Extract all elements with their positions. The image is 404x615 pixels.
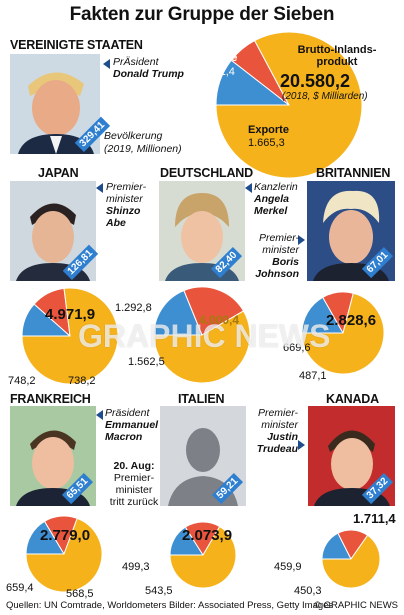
leader-japan: Premier- minister Shinzo Abe — [106, 181, 146, 229]
italy-note-line: minister — [115, 484, 153, 496]
imports-value-japan: 748,2 — [8, 375, 36, 387]
pointer-icon — [96, 410, 103, 420]
gdp-value-italy: 2.073,9 — [182, 527, 233, 544]
leader-france: Präsident Emmanuel Macron — [105, 407, 158, 443]
exports-value-france: 568,5 — [66, 588, 94, 600]
imports-value-canada: 459,9 — [274, 561, 302, 573]
pie-slice-gdp — [321, 534, 381, 589]
gdp-value-usa: 20.580,2 — [280, 71, 351, 91]
pie-chart-canada — [321, 529, 381, 589]
pie-slice-exports — [183, 286, 245, 336]
gdp-value-japan: 4.971,9 — [45, 306, 96, 323]
country-name-italy: ITALIEN — [178, 392, 225, 406]
leader-role: Präsident — [105, 407, 150, 419]
imports-value-italy: 499,3 — [122, 561, 150, 573]
leader-name: Merkel — [254, 205, 288, 217]
pie-chart-japan — [21, 287, 119, 385]
pie-slice-gdp — [169, 525, 237, 589]
exports-value-usa: 1.665,3 — [248, 137, 285, 149]
leader-role: minister — [261, 419, 298, 431]
leader-name: Emmanuel — [105, 419, 159, 431]
gdp-note-usa: (2018, $ Milliarden) — [282, 91, 368, 102]
leader-name: Shinzo — [106, 205, 141, 217]
photo-britain — [307, 181, 395, 281]
italy-note: 20. Aug: Premier- minister tritt zurück — [106, 460, 162, 508]
gdp-value-france: 2.779,0 — [40, 527, 91, 544]
country-name-japan: JAPAN — [38, 166, 79, 180]
leader-name: Donald Trump — [113, 68, 184, 80]
pie-chart-britain — [301, 291, 385, 375]
pie-chart-france — [25, 515, 103, 593]
leader-role: PrÄsident — [113, 56, 159, 68]
exports-value-japan: 738,2 — [68, 375, 96, 387]
leader-role: Premier- — [106, 181, 147, 193]
country-name-usa: VEREINIGTE STAATEN — [10, 38, 143, 52]
leader-name: Trudeau — [256, 443, 298, 455]
page-title: Fakten zur Gruppe der Sieben — [69, 4, 335, 25]
leader-name: Johnson — [255, 268, 299, 280]
imports-value-france: 659,4 — [6, 582, 34, 594]
leader-name: Angela — [254, 193, 290, 205]
pointer-icon — [103, 59, 110, 69]
italy-note-line: tritt zurück — [109, 496, 159, 508]
country-name-germany: DEUTSCHLAND — [160, 166, 253, 180]
leader-name: Justin — [267, 431, 298, 443]
exports-value-britain: 487,1 — [299, 370, 327, 382]
country-name-britain: BRITANNIEN — [316, 166, 391, 180]
imports-value-germany: 1.292,8 — [115, 302, 152, 314]
population-note-usa: Bevölkerung (2019, Millionen) — [104, 130, 182, 156]
pie-slice-gdp — [301, 292, 385, 375]
imports-value-usa: 2.611,4 — [199, 66, 235, 78]
pie-slice-imports — [301, 296, 344, 334]
country-name-canada: KANADA — [326, 392, 379, 406]
pointer-icon — [298, 440, 305, 450]
italy-note-line: Premier- — [113, 472, 155, 484]
leader-name: Abe — [106, 217, 126, 229]
leader-name: Macron — [105, 431, 143, 443]
exports-value-italy: 543,5 — [145, 585, 173, 597]
pie-slice-gdp — [25, 517, 103, 593]
pie-chart-germany — [153, 286, 251, 384]
exports-value-canada: 450,3 — [294, 585, 322, 597]
leader-role: minister — [106, 193, 143, 205]
exports-label-usa: Exporte — [248, 124, 289, 136]
leader-role: Premier- — [258, 232, 299, 244]
pointer-icon — [298, 235, 305, 245]
exports-value-germany: 1.562,5 — [128, 356, 165, 368]
leader-role: Premier- — [257, 407, 298, 419]
italy-note-line: 20. Aug: — [113, 460, 155, 472]
population-note-label: Bevölkerung — [104, 130, 163, 142]
leader-britain: Premier- minister Boris Johnson — [253, 232, 299, 280]
footer-sources: Quellen: UN Comtrade, Worldometers Bilde… — [6, 600, 334, 611]
pie-slice-gdp — [21, 287, 119, 385]
leader-role: Kanzlerin — [254, 181, 298, 193]
pie-slice-gdp — [153, 310, 251, 384]
portrait-icon — [10, 406, 96, 506]
leader-germany: Kanzlerin Angela Merkel — [254, 181, 298, 217]
footer: Quellen: UN Comtrade, Worldometers Bilde… — [6, 600, 398, 611]
pointer-icon — [96, 183, 103, 193]
pie-slice-imports — [153, 289, 203, 336]
gdp-legend-line2: produkt — [316, 56, 358, 68]
gdp-value-britain: 2.828,6 — [326, 312, 377, 329]
pie-chart-usa — [215, 31, 363, 179]
gdp-value-canada: 1.711,4 — [353, 511, 396, 526]
leader-usa: PrÄsident Donald Trump — [113, 56, 184, 80]
portrait-icon — [10, 54, 100, 154]
gdp-legend-usa: Brutto-Inlands- produkt — [292, 44, 382, 68]
country-name-france: FRANKREICH — [10, 392, 91, 406]
leader-role: minister — [262, 244, 299, 256]
population-note-unit: (2019, Millionen) — [104, 143, 182, 155]
photo-usa — [10, 54, 100, 154]
footer-credit: © GRAPHIC NEWS — [313, 600, 398, 611]
gdp-legend-line1: Brutto-Inlands- — [297, 44, 377, 56]
leader-canada: Premier- minister Justin Trudeau — [252, 407, 298, 455]
imports-value-britain: 669,6 — [283, 342, 311, 354]
pie-chart-italy — [169, 521, 237, 589]
imports-label-usa: Importe — [197, 52, 238, 64]
pie-slice-gdp — [215, 31, 363, 179]
leader-name: Boris — [272, 256, 299, 268]
pointer-icon — [245, 183, 252, 193]
gdp-value-germany: 4.000,4 — [199, 313, 240, 327]
